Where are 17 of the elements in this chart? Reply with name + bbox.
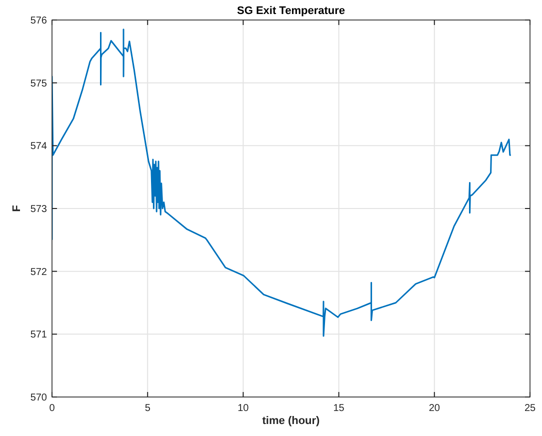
y-tick-label: 572: [30, 266, 48, 278]
x-axis-title: time (hour): [262, 415, 320, 427]
y-axis-title: F: [11, 204, 23, 212]
y-tick-label: 576: [30, 16, 48, 26]
y-tick-label: 571: [30, 330, 48, 341]
x-tick-label: 0: [49, 403, 56, 414]
x-tick-label: 10: [238, 403, 250, 414]
x-tick-label: 5: [144, 403, 151, 414]
y-tick-label: 574: [30, 141, 48, 152]
x-tick-label: 25: [524, 403, 536, 414]
y-tick-label: 573: [30, 204, 48, 215]
chart-title: SG Exit Temperature: [237, 5, 345, 17]
y-tick-label: 570: [30, 392, 48, 404]
y-tick-label: 575: [30, 78, 48, 90]
x-tick-label: 20: [428, 403, 440, 414]
line-series: [52, 28, 512, 337]
x-tick-label: 15: [333, 403, 345, 414]
